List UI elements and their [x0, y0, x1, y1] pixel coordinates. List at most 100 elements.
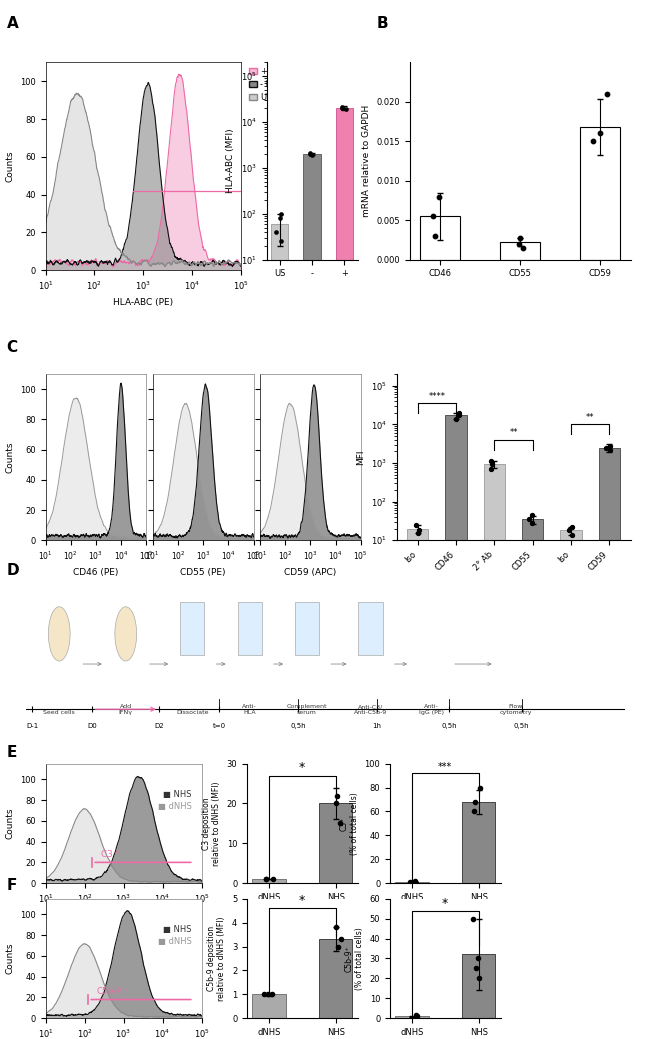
Point [469, 803, 479, 820]
Point [337, 100, 348, 116]
Point [428, 208, 438, 224]
Text: ■ NHS: ■ NHS [163, 790, 192, 799]
Text: Anti-C3/
Anti-C5b-9: Anti-C3/ Anti-C5b-9 [354, 704, 387, 715]
Y-axis label: C3 deposition
relative to dNHS (MFI): C3 deposition relative to dNHS (MFI) [202, 781, 221, 865]
Text: Seed cells: Seed cells [44, 711, 75, 715]
Point [518, 240, 528, 257]
Point [601, 85, 612, 102]
Point [474, 779, 485, 796]
Text: C: C [6, 340, 18, 354]
Point [454, 407, 464, 424]
Text: *: * [299, 895, 305, 907]
Bar [445, 416, 467, 1039]
Text: **: ** [586, 412, 594, 422]
Bar [303, 154, 321, 1039]
Bar [462, 802, 495, 883]
Point [341, 101, 352, 117]
Point [604, 442, 615, 458]
Y-axis label: Counts: Counts [5, 151, 14, 182]
Text: 0,5h: 0,5h [290, 723, 306, 728]
Text: E: E [6, 745, 17, 760]
Bar [580, 127, 621, 260]
Bar [560, 531, 582, 1039]
Bar [419, 216, 460, 260]
Bar [522, 520, 543, 1039]
Y-axis label: Counts: Counts [5, 442, 14, 473]
Bar [599, 448, 620, 1039]
Point [601, 439, 611, 456]
Point [564, 523, 575, 539]
Text: B: B [377, 16, 389, 30]
Point [595, 125, 605, 141]
Point [567, 527, 577, 543]
Point [454, 404, 464, 421]
Text: C5b-9$^+$: C5b-9$^+$ [96, 986, 129, 997]
Point [263, 986, 273, 1003]
Point [434, 188, 445, 205]
Point [471, 960, 481, 977]
Circle shape [48, 607, 70, 661]
Text: ■ dNHS: ■ dNHS [158, 937, 192, 947]
Point [604, 437, 615, 454]
Y-axis label: MFI: MFI [356, 450, 365, 464]
Point [268, 871, 278, 887]
Bar [252, 879, 285, 883]
Bar [238, 603, 262, 655]
Point [514, 236, 524, 252]
Y-axis label: Counts: Counts [5, 807, 14, 840]
Point [333, 938, 343, 955]
Y-axis label: C3⁺
(% of total cells): C3⁺ (% of total cells) [339, 792, 359, 855]
Text: *: * [299, 761, 305, 774]
Point [468, 910, 478, 927]
Text: Flow
cytometry: Flow cytometry [499, 704, 532, 715]
X-axis label: CD46 (PE): CD46 (PE) [73, 568, 118, 577]
Bar [319, 939, 352, 1018]
Text: D: D [6, 563, 19, 578]
Bar [335, 108, 354, 1039]
Point [275, 210, 285, 227]
Point [486, 453, 496, 470]
Bar [359, 603, 383, 655]
Point [331, 920, 341, 936]
Point [411, 874, 421, 890]
Point [486, 460, 497, 477]
Text: 1h: 1h [372, 723, 381, 728]
Text: A: A [6, 16, 18, 30]
Text: C3$^+$: C3$^+$ [100, 849, 120, 860]
Point [524, 511, 534, 528]
Circle shape [115, 607, 136, 661]
Point [266, 986, 277, 1003]
Point [414, 523, 424, 539]
Point [588, 133, 599, 150]
Point [515, 230, 525, 246]
Point [567, 518, 578, 535]
Point [430, 228, 440, 244]
Point [411, 1009, 421, 1025]
Text: t=0: t=0 [213, 723, 226, 728]
Point [410, 873, 421, 889]
Point [271, 223, 281, 240]
Bar [395, 882, 428, 883]
Point [473, 950, 483, 966]
Bar [252, 994, 285, 1018]
Bar [295, 603, 319, 655]
Bar [319, 803, 352, 883]
Text: 0,5h: 0,5h [514, 723, 530, 728]
Text: ***: *** [438, 762, 452, 772]
Point [330, 795, 341, 811]
Point [451, 410, 462, 427]
Bar [484, 463, 505, 1039]
Point [261, 871, 271, 887]
Point [259, 986, 270, 1003]
Point [276, 233, 287, 249]
Text: Dissociate: Dissociate [176, 711, 209, 715]
Bar [407, 529, 428, 1039]
Point [305, 145, 315, 162]
Point [305, 144, 315, 161]
Point [332, 788, 342, 804]
Point [261, 871, 271, 887]
Y-axis label: C5b-9⁺
(% of total cells): C5b-9⁺ (% of total cells) [344, 927, 364, 990]
Text: Anti-
HLA: Anti- HLA [242, 704, 257, 715]
Text: Anti-
IgG (PE): Anti- IgG (PE) [419, 704, 443, 715]
Y-axis label: HLA-ABC (MFI): HLA-ABC (MFI) [226, 129, 235, 193]
